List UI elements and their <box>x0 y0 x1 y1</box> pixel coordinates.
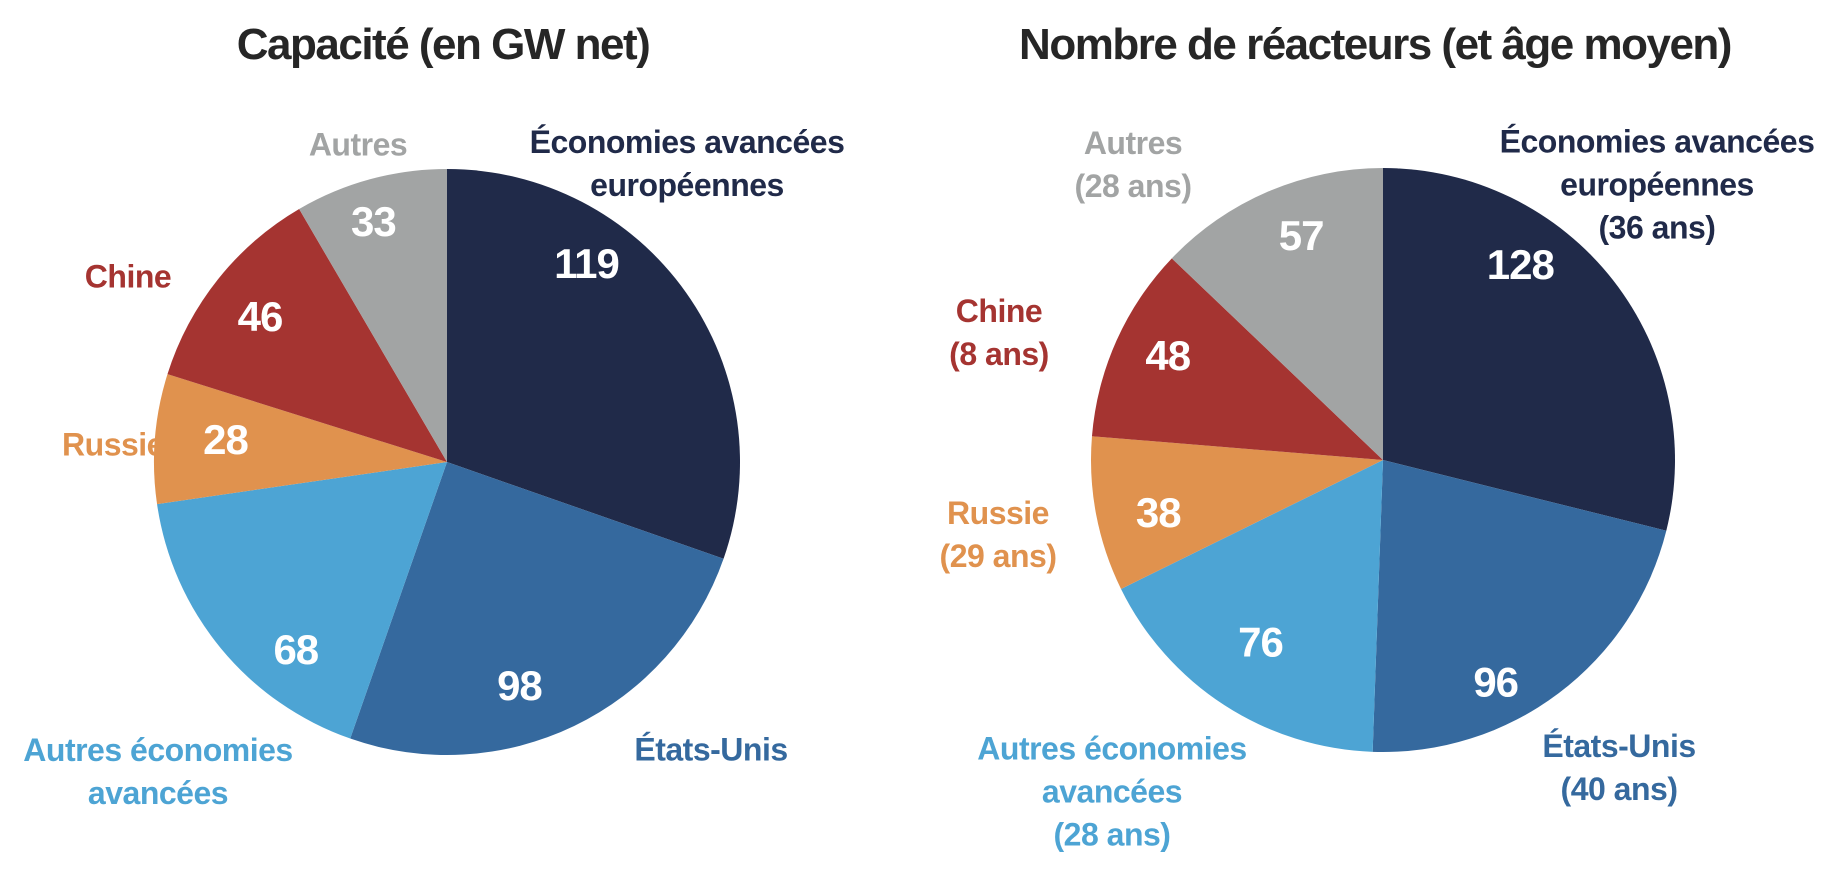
capacity-pie-slice-economies-avancees-europeennes <box>447 169 741 559</box>
reactors-pie-label-autres: Autres (28 ans) <box>1075 122 1192 208</box>
capacity-pie-label-autres: Autres <box>308 124 408 167</box>
capacity-pie-slice-etats-unis <box>350 462 724 755</box>
capacity-pie-value-chine: 46 <box>238 293 283 340</box>
capacity-pie-value-russie: 28 <box>203 416 248 463</box>
label-line: (28 ans) <box>1074 168 1192 204</box>
label-line: (29 ans) <box>939 538 1057 574</box>
label-line: (40 ans) <box>1560 771 1678 807</box>
reactors-pie-label-russie: Russie (29 ans) <box>940 492 1057 578</box>
label-line: Chine <box>84 258 172 295</box>
reactors-pie-value-etats-unis: 96 <box>1473 658 1518 705</box>
label-line: Autres <box>1083 125 1183 161</box>
reactors-pie-label-autres-economies-avancees: Autres économies avancées (28 ans) <box>977 728 1247 857</box>
reactors-pie-value-autres-economies-avancees: 76 <box>1238 619 1283 666</box>
reactors-pie-slice-autres-economies-avancees <box>1121 460 1383 752</box>
reactors-pie-slice-autres <box>1171 168 1383 460</box>
capacity-pie-label-autres-economies-avancees: Autres économies avancées <box>23 729 293 815</box>
capacity-pie-value-economies-avancees-europeennes: 119 <box>554 240 619 287</box>
label-line: Économies avancées <box>529 124 845 160</box>
capacity-pie-slice-russie <box>154 374 447 505</box>
label-line: États-Unis <box>634 731 788 768</box>
capacity-pie-slice-autres-economies-avancees <box>157 462 447 739</box>
reactors-pie-label-economies-avancees-europeennes: Économies avancées européennes (36 ans) <box>1500 121 1815 250</box>
label-line: européennes <box>1560 166 1754 203</box>
capacity-pie-label-chine: Chine <box>84 256 172 299</box>
reactors-pie-slice-russie <box>1091 436 1383 589</box>
capacity-pie-value-etats-unis: 98 <box>497 662 542 709</box>
capacity-pie-label-etats-unis: États-Unis <box>634 729 788 772</box>
label-line: Russie <box>947 495 1049 531</box>
reactors-pie-value-chine: 48 <box>1145 332 1190 379</box>
label-line: (28 ans) <box>1053 816 1171 853</box>
capacity-pie-label-russie: Russie <box>62 424 164 467</box>
reactors-pie-value-autres: 57 <box>1279 212 1324 259</box>
capacity-pie-label-economies-avancees-europeennes: Économies avancées européennes <box>530 121 845 207</box>
reactors-pie-label-etats-unis: États-Unis (40 ans) <box>1542 725 1696 811</box>
label-line: États-Unis <box>1542 728 1696 764</box>
reactors-pie-slice-etats-unis <box>1372 460 1667 752</box>
label-line: Russie <box>62 426 164 463</box>
label-line: Économies avancées <box>1499 123 1815 160</box>
label-line: Autres économies <box>977 730 1247 767</box>
label-line: (8 ans) <box>949 336 1049 372</box>
capacity-chart-title: Capacité (en GW net) <box>236 20 651 69</box>
reactors-pie-label-chine: Chine (8 ans) <box>949 290 1049 376</box>
label-line: (36 ans) <box>1598 209 1716 246</box>
label-line: européennes <box>590 167 784 203</box>
capacity-pie-value-autres-economies-avancees: 68 <box>273 626 318 673</box>
reactors-chart-title: Nombre de réacteurs (et âge moyen) <box>1019 20 1732 69</box>
capacity-pie-slice-chine <box>167 209 447 462</box>
label-line: Autres économies <box>23 732 293 768</box>
reactors-pie-slice-economies-avancees-europeennes <box>1383 168 1675 531</box>
reactors-pie-value-economies-avancees-europeennes: 128 <box>1487 241 1555 288</box>
label-line: Autres <box>308 126 408 163</box>
label-line: avancées <box>1041 773 1183 810</box>
label-line: avancées <box>87 775 229 811</box>
reactors-pie-value-russie: 38 <box>1136 489 1181 536</box>
capacity-pie-slice-autres <box>299 169 447 462</box>
reactors-pie-slice-chine <box>1091 258 1383 460</box>
label-line: Chine <box>955 293 1043 329</box>
capacity-pie-value-autres: 33 <box>351 198 396 245</box>
